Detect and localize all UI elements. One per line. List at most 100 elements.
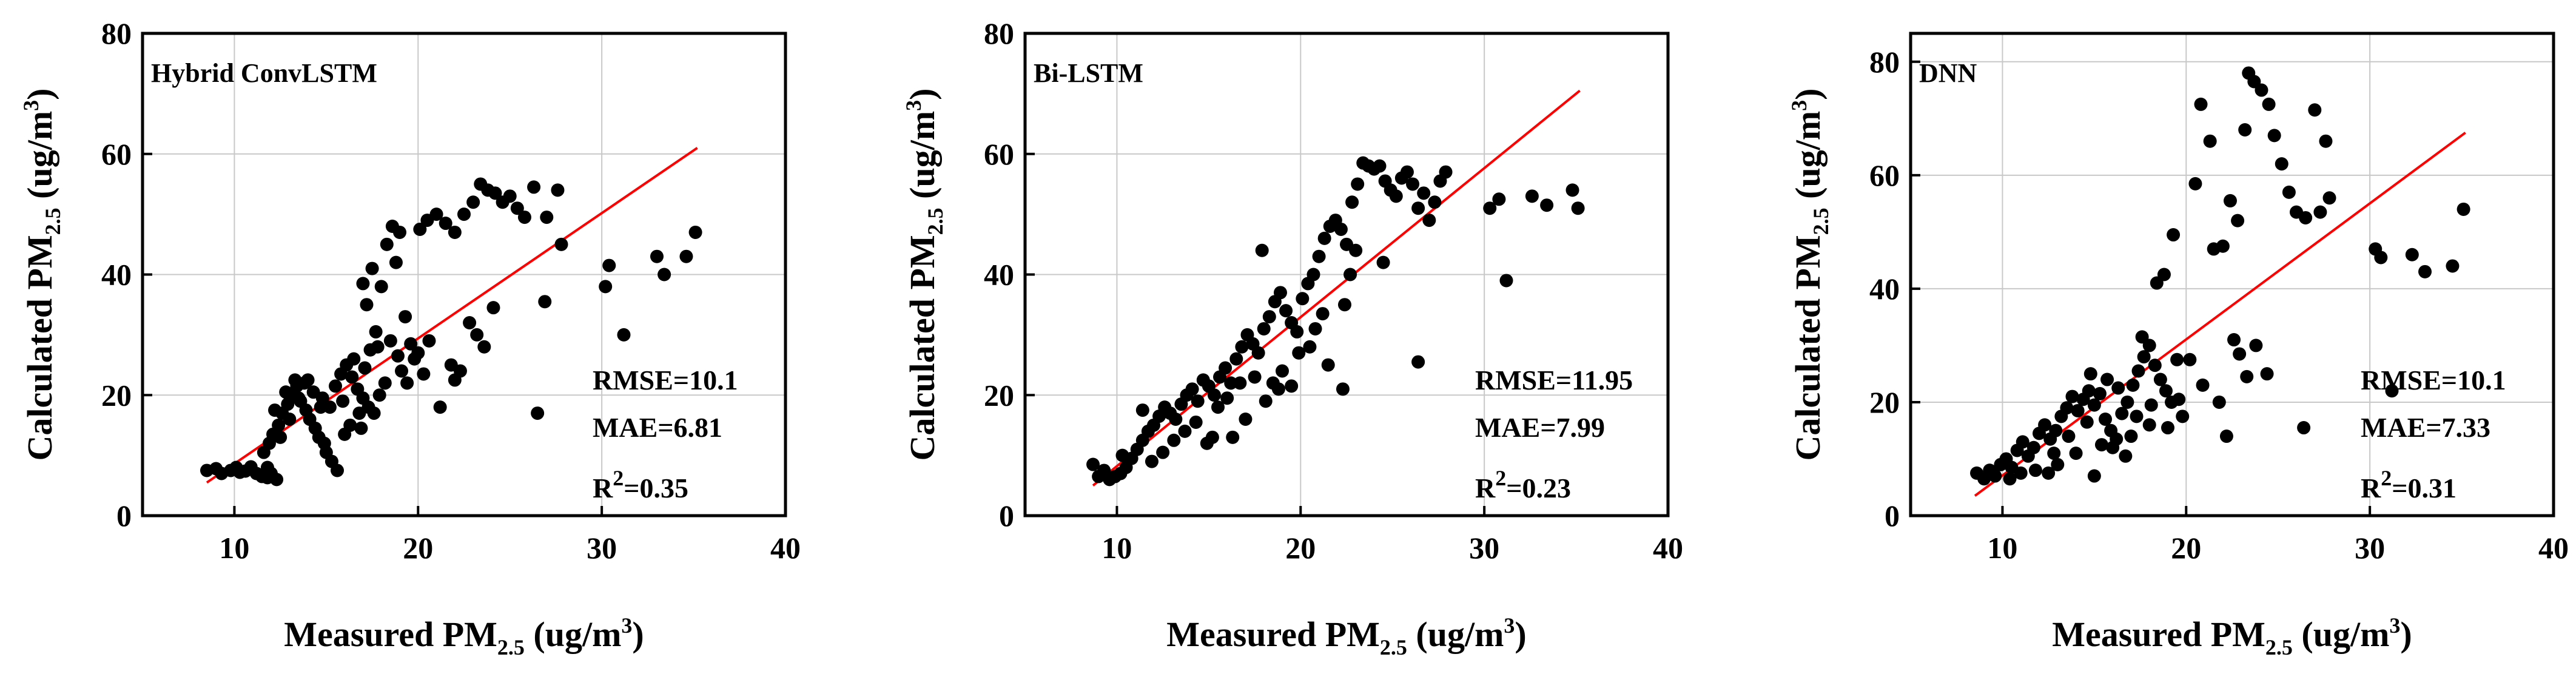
data-point: [2062, 430, 2076, 443]
data-point: [2148, 359, 2162, 372]
x-tick-label: 40: [1653, 531, 1683, 565]
data-point: [1235, 340, 1249, 354]
r2-label: R2=0.23: [1475, 466, 1571, 504]
data-point: [369, 325, 383, 339]
mae-label: MAE=6.81: [593, 412, 722, 443]
data-point: [272, 418, 286, 432]
y-axis-title-main: Calculated PM: [1788, 235, 1828, 460]
data-point: [1499, 274, 1513, 288]
data-point: [2212, 395, 2226, 409]
data-point: [1262, 310, 1276, 324]
data-point: [2120, 395, 2134, 409]
data-point: [1200, 436, 1214, 450]
data-point: [2153, 372, 2167, 386]
data-point: [540, 211, 554, 224]
data-point: [2106, 440, 2120, 454]
x-axis-title-unit: (ug/m: [2293, 615, 2390, 654]
data-point: [365, 261, 379, 275]
x-axis-title-unit: (ug/m: [1407, 615, 1504, 654]
y-tick-label: 40: [101, 258, 132, 292]
data-point: [2385, 384, 2399, 398]
data-point: [2203, 134, 2217, 148]
data-point: [470, 328, 484, 342]
y-axis-title: Calculated PM2.5 (ug/m3): [19, 89, 65, 461]
data-point: [457, 207, 471, 221]
data-point: [2047, 447, 2061, 460]
y-axis-title-superscript: 3: [1787, 100, 1811, 111]
x-tick-label: 20: [2171, 531, 2201, 565]
data-point: [2233, 347, 2247, 361]
y-tick-label: 60: [101, 137, 132, 171]
r2-label: R2=0.35: [593, 466, 688, 504]
data-point: [1219, 361, 1233, 375]
x-axis-title-main: Measured PM: [284, 615, 497, 654]
data-point: [2051, 457, 2065, 471]
y-axis-title-unit-close: ): [1788, 89, 1828, 100]
y-tick-label: 20: [1869, 385, 1900, 419]
x-axis-title-main: Measured PM: [1166, 615, 1380, 654]
data-point: [2065, 389, 2079, 403]
r2-superscript: 2: [1495, 466, 1506, 490]
data-point: [2231, 214, 2245, 228]
data-point: [314, 400, 328, 414]
data-point: [378, 376, 392, 390]
x-tick-label: 30: [2355, 531, 2385, 565]
data-point: [1292, 346, 1306, 360]
data-point: [279, 385, 293, 399]
data-point: [2446, 259, 2460, 273]
data-point: [2238, 123, 2252, 137]
data-point: [1211, 400, 1225, 414]
data-point: [2319, 134, 2333, 148]
data-point: [1191, 394, 1205, 408]
y-tick-label: 60: [984, 137, 1014, 171]
data-point: [1483, 201, 1497, 215]
data-point: [488, 186, 502, 200]
data-point: [2159, 384, 2173, 398]
x-axis-title-superscript: 3: [621, 613, 632, 638]
y-tick-label: 0: [116, 499, 132, 533]
x-axis-title: Measured PM2.5 (ug/m3): [284, 613, 644, 659]
data-point: [617, 328, 631, 342]
data-point: [2080, 415, 2094, 429]
r2-value: =0.35: [624, 473, 688, 504]
chart-panel-bi-lstm: 10 20 30 40 0 20 40 60 80 Bi-LSTM RMSE=11.95 MAE=7.…: [901, 16, 1683, 659]
y-tick-label: 80: [1869, 45, 1900, 79]
x-axis-title-unit-close: ): [632, 615, 644, 654]
data-point: [1224, 376, 1238, 390]
y-axis-title-superscript: 3: [901, 100, 926, 111]
data-point: [527, 180, 541, 194]
data-point: [2026, 440, 2040, 454]
data-point: [1226, 430, 1240, 444]
data-point: [486, 301, 500, 315]
data-point: [1229, 352, 1243, 366]
data-point: [1389, 189, 1403, 203]
chart-panel-hybrid-convlstm: 10 20 30 40 0 20 40 60 80 Hybrid ConvLSTM RMSE=10.…: [19, 16, 801, 659]
data-point: [2260, 367, 2274, 381]
data-point: [2196, 378, 2210, 392]
data-point: [517, 211, 531, 224]
x-axis-title-subscript: 2.5: [1380, 635, 1407, 659]
data-point: [688, 225, 702, 239]
data-point: [2457, 202, 2470, 216]
data-point: [602, 258, 616, 272]
data-point: [1422, 214, 1436, 228]
x-tick-label: 40: [770, 531, 801, 565]
data-point: [1400, 165, 1414, 179]
data-point: [2124, 430, 2138, 443]
data-point: [2322, 191, 2336, 205]
data-point: [503, 189, 517, 203]
data-point: [1316, 307, 1330, 321]
data-point: [1156, 445, 1170, 459]
data-point: [679, 249, 693, 263]
data-point: [1086, 457, 1100, 471]
x-axis-title-main: Measured PM: [2052, 615, 2265, 654]
data-point: [1492, 192, 1506, 206]
data-point: [650, 249, 664, 263]
x-tick-label: 20: [1285, 531, 1316, 565]
data-point: [1411, 201, 1425, 215]
data-point: [383, 334, 397, 348]
data-point: [1303, 340, 1317, 354]
y-tick-label: 0: [999, 499, 1014, 533]
mae-label: MAE=7.99: [1475, 412, 1605, 443]
